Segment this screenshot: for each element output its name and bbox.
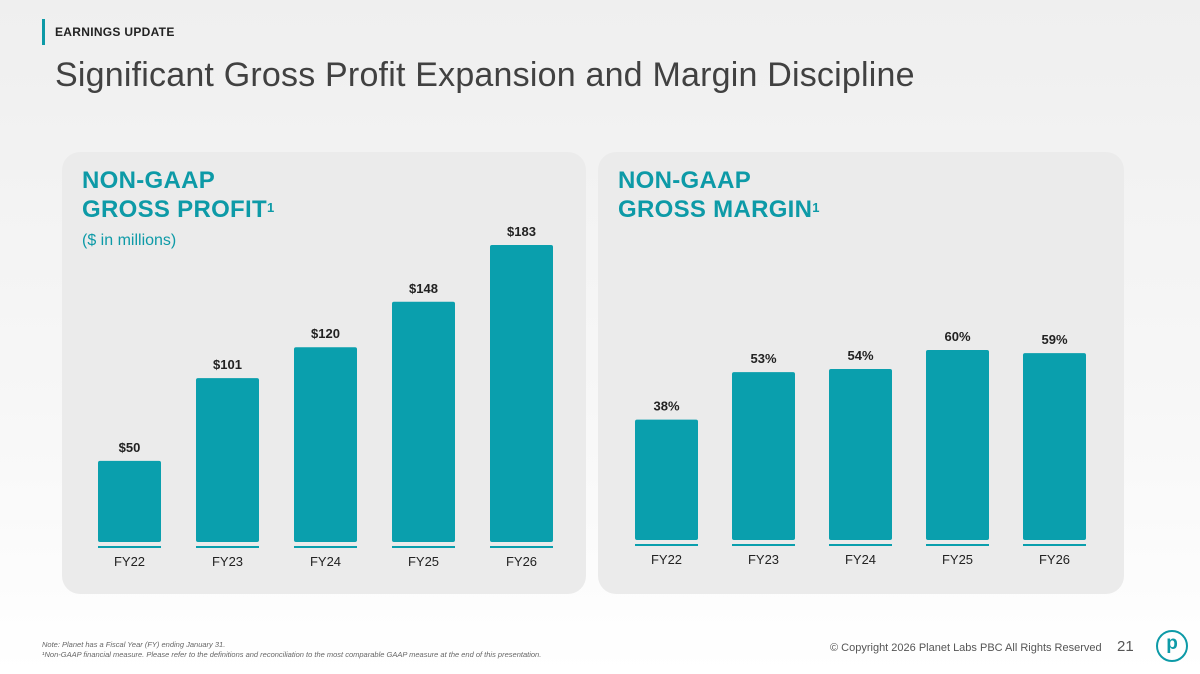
gross-margin-panel: NON-GAAP GROSS MARGIN1 38% FY22 53% FY23 54%… [598,152,1124,594]
gross-margin-bar-fy24 [829,369,892,540]
gross-margin-x-label-fy24: FY24 [845,552,876,567]
gross-profit-subtitle: ($ in millions) [82,232,177,249]
footnote-fiscal-year: Note: Planet has a Fiscal Year (FY) endi… [42,640,226,649]
gross-profit-footnote-mark: 1 [266,200,275,215]
gross-margin-x-label-fy22: FY22 [651,552,682,567]
gross-margin-value-label-fy26: 59% [1041,332,1067,347]
gross-margin-x-label-fy25: FY25 [942,552,973,567]
page-title: Significant Gross Profit Expansion and M… [55,56,915,94]
gross-profit-title-line1: NON-GAAP [82,167,216,194]
gross-margin-x-label-fy26: FY26 [1039,552,1070,567]
gross-profit-bar-fy24 [294,347,357,542]
gross-profit-bar-fy25 [392,301,455,542]
section-eyebrow: EARNINGS UPDATE [42,19,175,45]
gross-margin-title: NON-GAAP GROSS MARGIN1 [618,166,820,224]
gross-profit-value-label-fy24: $120 [311,326,340,341]
gross-margin-chart: 38% FY22 53% FY23 54% FY24 60% FY25 59% FY26 [635,329,1086,567]
gross-profit-x-label-fy24: FY24 [310,554,341,569]
gross-margin-title-line1: NON-GAAP [618,167,752,194]
gross-margin-value-label-fy25: 60% [944,329,970,344]
gross-margin-value-label-fy23: 53% [750,351,776,366]
footnote-non-gaap: ¹Non-GAAP financial measure. Please refe… [42,650,542,659]
gross-profit-bar-fy22 [98,460,161,542]
gross-margin-value-label-fy22: 38% [653,399,679,414]
gross-margin-x-label-fy23: FY23 [748,552,779,567]
copyright: © Copyright 2026 Planet Labs PBC All Rig… [830,642,1102,654]
gross-margin-title-line2: GROSS MARGIN [618,196,813,223]
gross-profit-bar-fy23 [196,378,259,542]
gross-profit-title: NON-GAAP GROSS PROFIT1 [82,166,274,224]
gross-profit-value-label-fy22: $50 [119,440,141,455]
gross-profit-chart: $50 FY22 $101 FY23 $120 FY24 $148 FY25 $183 FY26 [98,224,553,569]
planet-logo-icon: p [1156,630,1188,662]
page-number: 21 [1117,638,1134,655]
gross-profit-value-label-fy25: $148 [409,281,438,296]
gross-profit-x-label-fy22: FY22 [114,554,145,569]
gross-margin-value-label-fy24: 54% [847,348,873,363]
gross-profit-x-label-fy25: FY25 [408,554,439,569]
gross-margin-bar-fy25 [926,350,989,540]
gross-profit-bar-fy26 [490,245,553,542]
gross-margin-bar-fy22 [635,419,698,540]
gross-margin-bar-fy26 [1023,353,1086,540]
gross-profit-value-label-fy26: $183 [507,224,536,239]
gross-profit-x-label-fy26: FY26 [506,554,537,569]
gross-margin-footnote-mark: 1 [812,200,820,215]
gross-profit-title-line2: GROSS PROFIT [82,196,267,223]
footnotes: Note: Planet has a Fiscal Year (FY) endi… [42,640,541,660]
gross-profit-value-label-fy23: $101 [213,357,242,372]
gross-profit-panel: NON-GAAP GROSS PROFIT1 ($ in millions) $… [62,152,586,594]
gross-margin-bar-fy23 [732,372,795,540]
gross-profit-x-label-fy23: FY23 [212,554,243,569]
